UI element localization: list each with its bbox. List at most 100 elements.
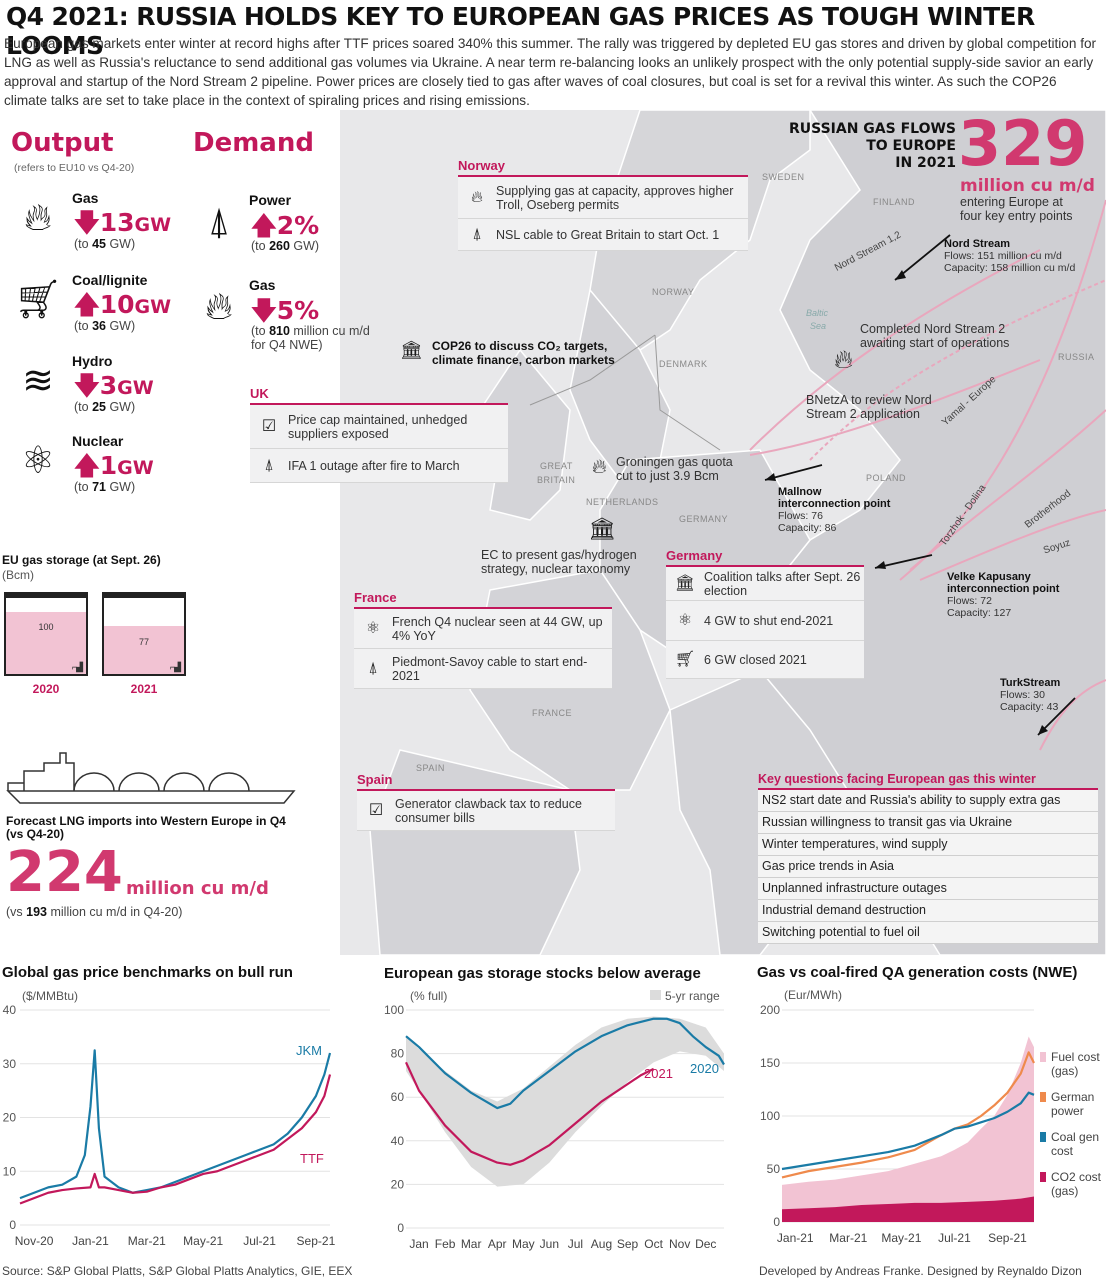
- storage-tank-year: 2020: [32, 682, 60, 696]
- flame-icon: 🔥︎: [471, 188, 483, 206]
- y-tick-label: 0: [397, 1221, 404, 1235]
- y-tick-label: 100: [760, 1109, 780, 1123]
- spain-row-1-text: Generator clawback tax to reduce consume…: [395, 796, 582, 825]
- nord-stream-2-note: Completed Nord Stream 2 awaiting start o…: [860, 322, 1009, 350]
- lng-ship-icon: [6, 752, 296, 804]
- key-question-item: Gas price trends in Asia: [758, 856, 1098, 878]
- cop26-note: COP26 to discuss CO₂ targets, climate fi…: [432, 339, 615, 367]
- velke-capacity: Capacity: 127: [947, 607, 1012, 619]
- country-label-germany: GERMANY: [679, 514, 729, 524]
- groningen-note: Groningen gas quota cut to just 3.9 Bcm: [616, 455, 733, 483]
- sea-label-baltic: Baltic: [806, 308, 829, 318]
- storage-unit: (Bcm): [2, 568, 34, 582]
- bnetza-note-line1: BNetzA to review Nord: [806, 393, 932, 407]
- russian-flows-value: 329: [958, 107, 1088, 180]
- demand-item-sub: (to 810 million cu m/d for Q4 NWE): [251, 324, 370, 352]
- france-box: France ⚛︎ French Q4 nuclear seen at 44 G…: [354, 590, 612, 689]
- output-item-change: 🡅1GW: [74, 447, 154, 490]
- output-item-value: 10: [99, 290, 135, 319]
- uk-row-1-text: Price cap maintained, unhedged suppliers…: [288, 412, 468, 441]
- storage-tank: 77 ⌐▟: [102, 592, 186, 676]
- velke-flows: Flows: 72: [947, 595, 992, 607]
- output-item-change: 🡇3GW: [74, 367, 154, 410]
- y-tick-label: 40: [3, 1003, 17, 1017]
- norway-box-title: Norway: [458, 158, 748, 177]
- france-row-2: ⍋ Piedmont-Savoy cable to start end-2021: [354, 649, 612, 689]
- y-tick-label: 150: [760, 1056, 780, 1070]
- y-tick-label: 40: [391, 1134, 405, 1148]
- y-tick-label: 80: [391, 1047, 405, 1061]
- chart1-title: Global gas price benchmarks on bull run: [2, 964, 293, 981]
- storage-tank-value: 77: [138, 636, 149, 647]
- storage-tank-value: 100: [38, 622, 54, 633]
- key-question-item: Industrial demand destruction: [758, 900, 1098, 922]
- series-line: [405, 1017, 725, 1110]
- x-tick-label: Nov: [669, 1237, 690, 1251]
- demand-item-change: 🡅2%: [251, 207, 319, 250]
- parliament-icon: 🏛︎: [588, 516, 616, 541]
- y-tick-label: 30: [3, 1057, 17, 1071]
- arrow-up-icon: 🡅: [74, 451, 100, 480]
- x-tick-label: Jul-21: [243, 1234, 276, 1248]
- key-questions: Key questions facing European gas this w…: [758, 772, 1098, 944]
- chart2-ylabel: (% full): [410, 989, 448, 1003]
- output-item-sub-post: GW): [105, 319, 136, 333]
- storage-tank-stairs: ⌐▟: [71, 662, 83, 672]
- output-item-label: Gas: [72, 190, 99, 206]
- chart1-ylabel: ($/MMBtu): [22, 989, 79, 1003]
- output-heading: Output: [11, 128, 114, 158]
- uk-row-2: ⍋ IFA 1 outage after fire to March: [250, 449, 508, 483]
- x-tick-label: Sep-21: [988, 1231, 1027, 1245]
- country-label-france: FRANCE: [532, 708, 573, 718]
- x-tick-label: Mar-21: [128, 1234, 166, 1248]
- lng-unit: million cu m/d: [126, 878, 269, 899]
- legend-label: CO2 cost (gas): [1051, 1170, 1102, 1198]
- storage-tank-stairs: ⌐▟: [169, 662, 181, 672]
- country-label-great: GREAT: [540, 461, 573, 471]
- spain-box-title: Spain: [357, 772, 615, 791]
- mallnow-name-line1: Mallnow: [778, 486, 822, 498]
- demand-item-sub-line2: for Q4 NWE): [251, 338, 323, 352]
- arrow-up-icon: 🡅: [251, 211, 277, 240]
- checklist-icon: ☑︎: [368, 801, 384, 819]
- russian-flows-title-line2: TO EUROPE: [866, 138, 956, 154]
- country-label-finland: FINLAND: [873, 197, 916, 207]
- russian-flows-sub-line2: four key entry points: [960, 209, 1073, 223]
- flame-icon: 🔥︎: [24, 197, 52, 239]
- demand-item-change: 🡇5%: [251, 292, 319, 335]
- nord-stream-name: Nord Stream: [944, 238, 1011, 250]
- output-note: (refers to EU10 vs Q4-20): [14, 162, 135, 174]
- uk-box-title: UK: [250, 386, 508, 405]
- legend-swatch: [1040, 1052, 1046, 1062]
- nord-stream-flows: Flows: 151 million cu m/d: [944, 250, 1062, 262]
- parliament-icon: 🏛︎: [674, 574, 696, 592]
- norway-row-2-text: NSL cable to Great Britain to start Oct.…: [496, 227, 720, 242]
- coal-cart-icon: 🛒︎: [13, 279, 63, 321]
- velke-name-line2: interconnection point: [947, 583, 1060, 595]
- key-question-item: Unplanned infrastructure outages: [758, 878, 1098, 900]
- y-tick-label: 10: [3, 1164, 17, 1178]
- country-label-netherlands: NETHERLANDS: [586, 497, 659, 507]
- velke-name-line1: Velke Kapusany: [947, 571, 1031, 583]
- x-tick-label: May-21: [183, 1234, 223, 1248]
- x-tick-label: Dec: [695, 1237, 716, 1251]
- germany-row-2: ⚛︎ 4 GW to shut end-2021: [666, 601, 864, 641]
- flame-icon: 🔥︎: [592, 456, 607, 478]
- page-title: Q4 2021: RUSSIA HOLDS KEY TO EUROPEAN GA…: [6, 2, 1035, 60]
- output-item-sub-pre: (to: [74, 480, 93, 494]
- series-line: [405, 1061, 655, 1166]
- series-label: 2021: [644, 1066, 673, 1081]
- intro-text: European gas markets enter winter at rec…: [4, 36, 1097, 108]
- germany-row-1: 🏛︎ Coalition talks after Sept. 26 electi…: [666, 567, 864, 601]
- norway-row-1-text: Supplying gas at capacity, approves high…: [496, 183, 734, 212]
- norway-row-2: ⍋ NSL cable to Great Britain to start Oc…: [458, 219, 748, 251]
- lng-value: 224: [6, 840, 123, 905]
- legend-swatch: [1040, 1172, 1046, 1182]
- france-box-title: France: [354, 590, 612, 609]
- output-item-change: 🡅10GW: [74, 286, 171, 329]
- germany-box-title: Germany: [666, 548, 864, 567]
- y-tick-label: 60: [391, 1090, 405, 1104]
- x-tick-label: Jul-21: [938, 1231, 971, 1245]
- arrow-down-icon: 🡇: [74, 371, 100, 400]
- output-item-sub: (to 71 GW): [74, 480, 135, 494]
